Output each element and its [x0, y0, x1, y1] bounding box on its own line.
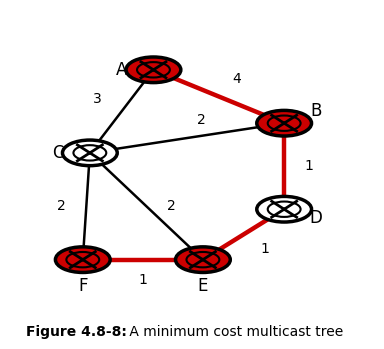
- Text: C: C: [52, 144, 64, 162]
- Text: F: F: [78, 277, 88, 295]
- Text: 3: 3: [93, 92, 101, 106]
- Ellipse shape: [63, 140, 117, 166]
- Text: 4: 4: [232, 72, 241, 86]
- Text: D: D: [310, 209, 323, 227]
- Ellipse shape: [55, 247, 110, 273]
- Text: A: A: [116, 61, 127, 79]
- Text: 2: 2: [167, 199, 175, 213]
- Text: 2: 2: [57, 199, 66, 213]
- Text: 1: 1: [305, 159, 313, 173]
- Ellipse shape: [257, 196, 311, 222]
- Text: Figure 4.8-8:: Figure 4.8-8:: [26, 325, 127, 339]
- Ellipse shape: [175, 247, 230, 273]
- Ellipse shape: [257, 110, 311, 136]
- Text: 2: 2: [197, 113, 205, 127]
- Ellipse shape: [66, 252, 99, 267]
- Ellipse shape: [187, 252, 219, 267]
- Ellipse shape: [268, 116, 301, 131]
- Text: E: E: [198, 277, 208, 295]
- Text: B: B: [310, 102, 322, 120]
- Ellipse shape: [73, 145, 106, 161]
- Ellipse shape: [126, 57, 181, 83]
- Text: 1: 1: [138, 273, 147, 288]
- Text: 1: 1: [260, 242, 269, 256]
- Ellipse shape: [137, 62, 170, 77]
- Text: A minimum cost multicast tree: A minimum cost multicast tree: [125, 325, 343, 339]
- Ellipse shape: [268, 201, 301, 217]
